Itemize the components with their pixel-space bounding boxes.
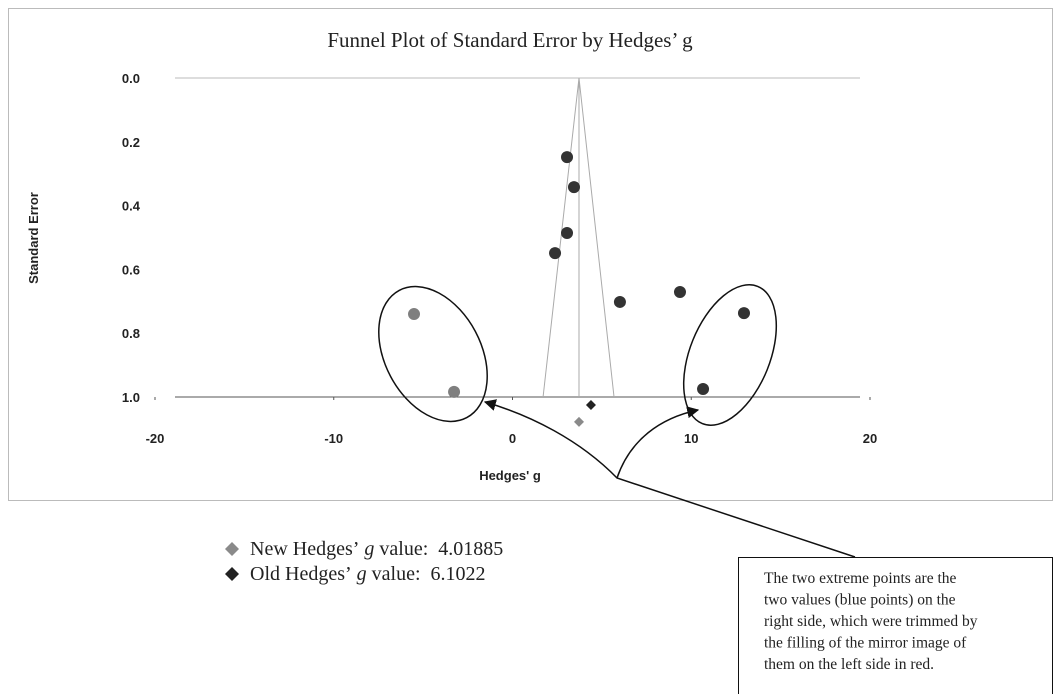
highlight-ellipse [378,285,488,423]
legend-label: New Hedges’ g value: 4.01885 [250,538,503,560]
legend-prefix: Old Hedges’ [250,563,352,585]
point [697,383,710,396]
legend-marker [225,542,239,556]
y-tick-label: 1.0 [122,390,140,405]
highlight-ellipse [682,284,778,426]
legend-italic: g [357,563,367,585]
arrow [483,399,856,558]
point [673,286,686,299]
y-tick-label: 0.2 [122,135,140,150]
point [737,307,750,320]
point [448,385,461,398]
callout-box [738,557,1053,694]
x-axis-label: Hedges' g [479,468,541,483]
x-tick-label: 10 [684,431,698,446]
callout-line: two values (blue points) on the [764,592,956,609]
arrow [616,406,700,479]
x-tick-label: 0 [509,431,516,446]
legend-italic: g [364,538,374,560]
point [613,295,626,308]
chart-title: Funnel Plot of Standard Error by Hedges’… [327,28,693,52]
legend-suffix: value: [372,563,421,585]
legend-marker [225,567,239,581]
point [567,181,580,194]
diamond-point [573,416,584,427]
legend-value: 6.1022 [431,563,486,585]
chart-border [8,8,1053,501]
legend-prefix: New Hedges’ [250,538,359,560]
callout-line: right side, which were trimmed by [764,613,978,630]
point [561,151,574,164]
point [561,227,574,240]
callout-line: them on the left side in red. [764,656,934,673]
x-tick-label: -10 [324,431,343,446]
y-tick-label: 0.8 [122,326,140,341]
y-tick-label: 0.4 [122,199,141,214]
callout-line: The two extreme points are the [764,570,957,587]
x-tick-label: 20 [863,431,877,446]
plot: 0.0 0.2 0.4 0.6 0.8 1.0 -20 -10 0 10 20 [122,71,877,446]
y-axis-label: Standard Error [26,192,41,284]
point [408,308,421,321]
y-tick-label: 0.6 [122,262,140,277]
callout: The two extreme points are the two values… [764,570,978,673]
legend-label: Old Hedges’ g value: 6.1022 [250,563,486,585]
callout-line: the filling of the mirror image of [764,635,967,652]
y-tick-label: 0.0 [122,71,140,86]
x-tick-label: -20 [146,431,165,446]
legend-value: 4.01885 [438,538,503,560]
diamond-point [585,399,596,410]
point [549,247,562,260]
legend-suffix: value: [379,538,428,560]
